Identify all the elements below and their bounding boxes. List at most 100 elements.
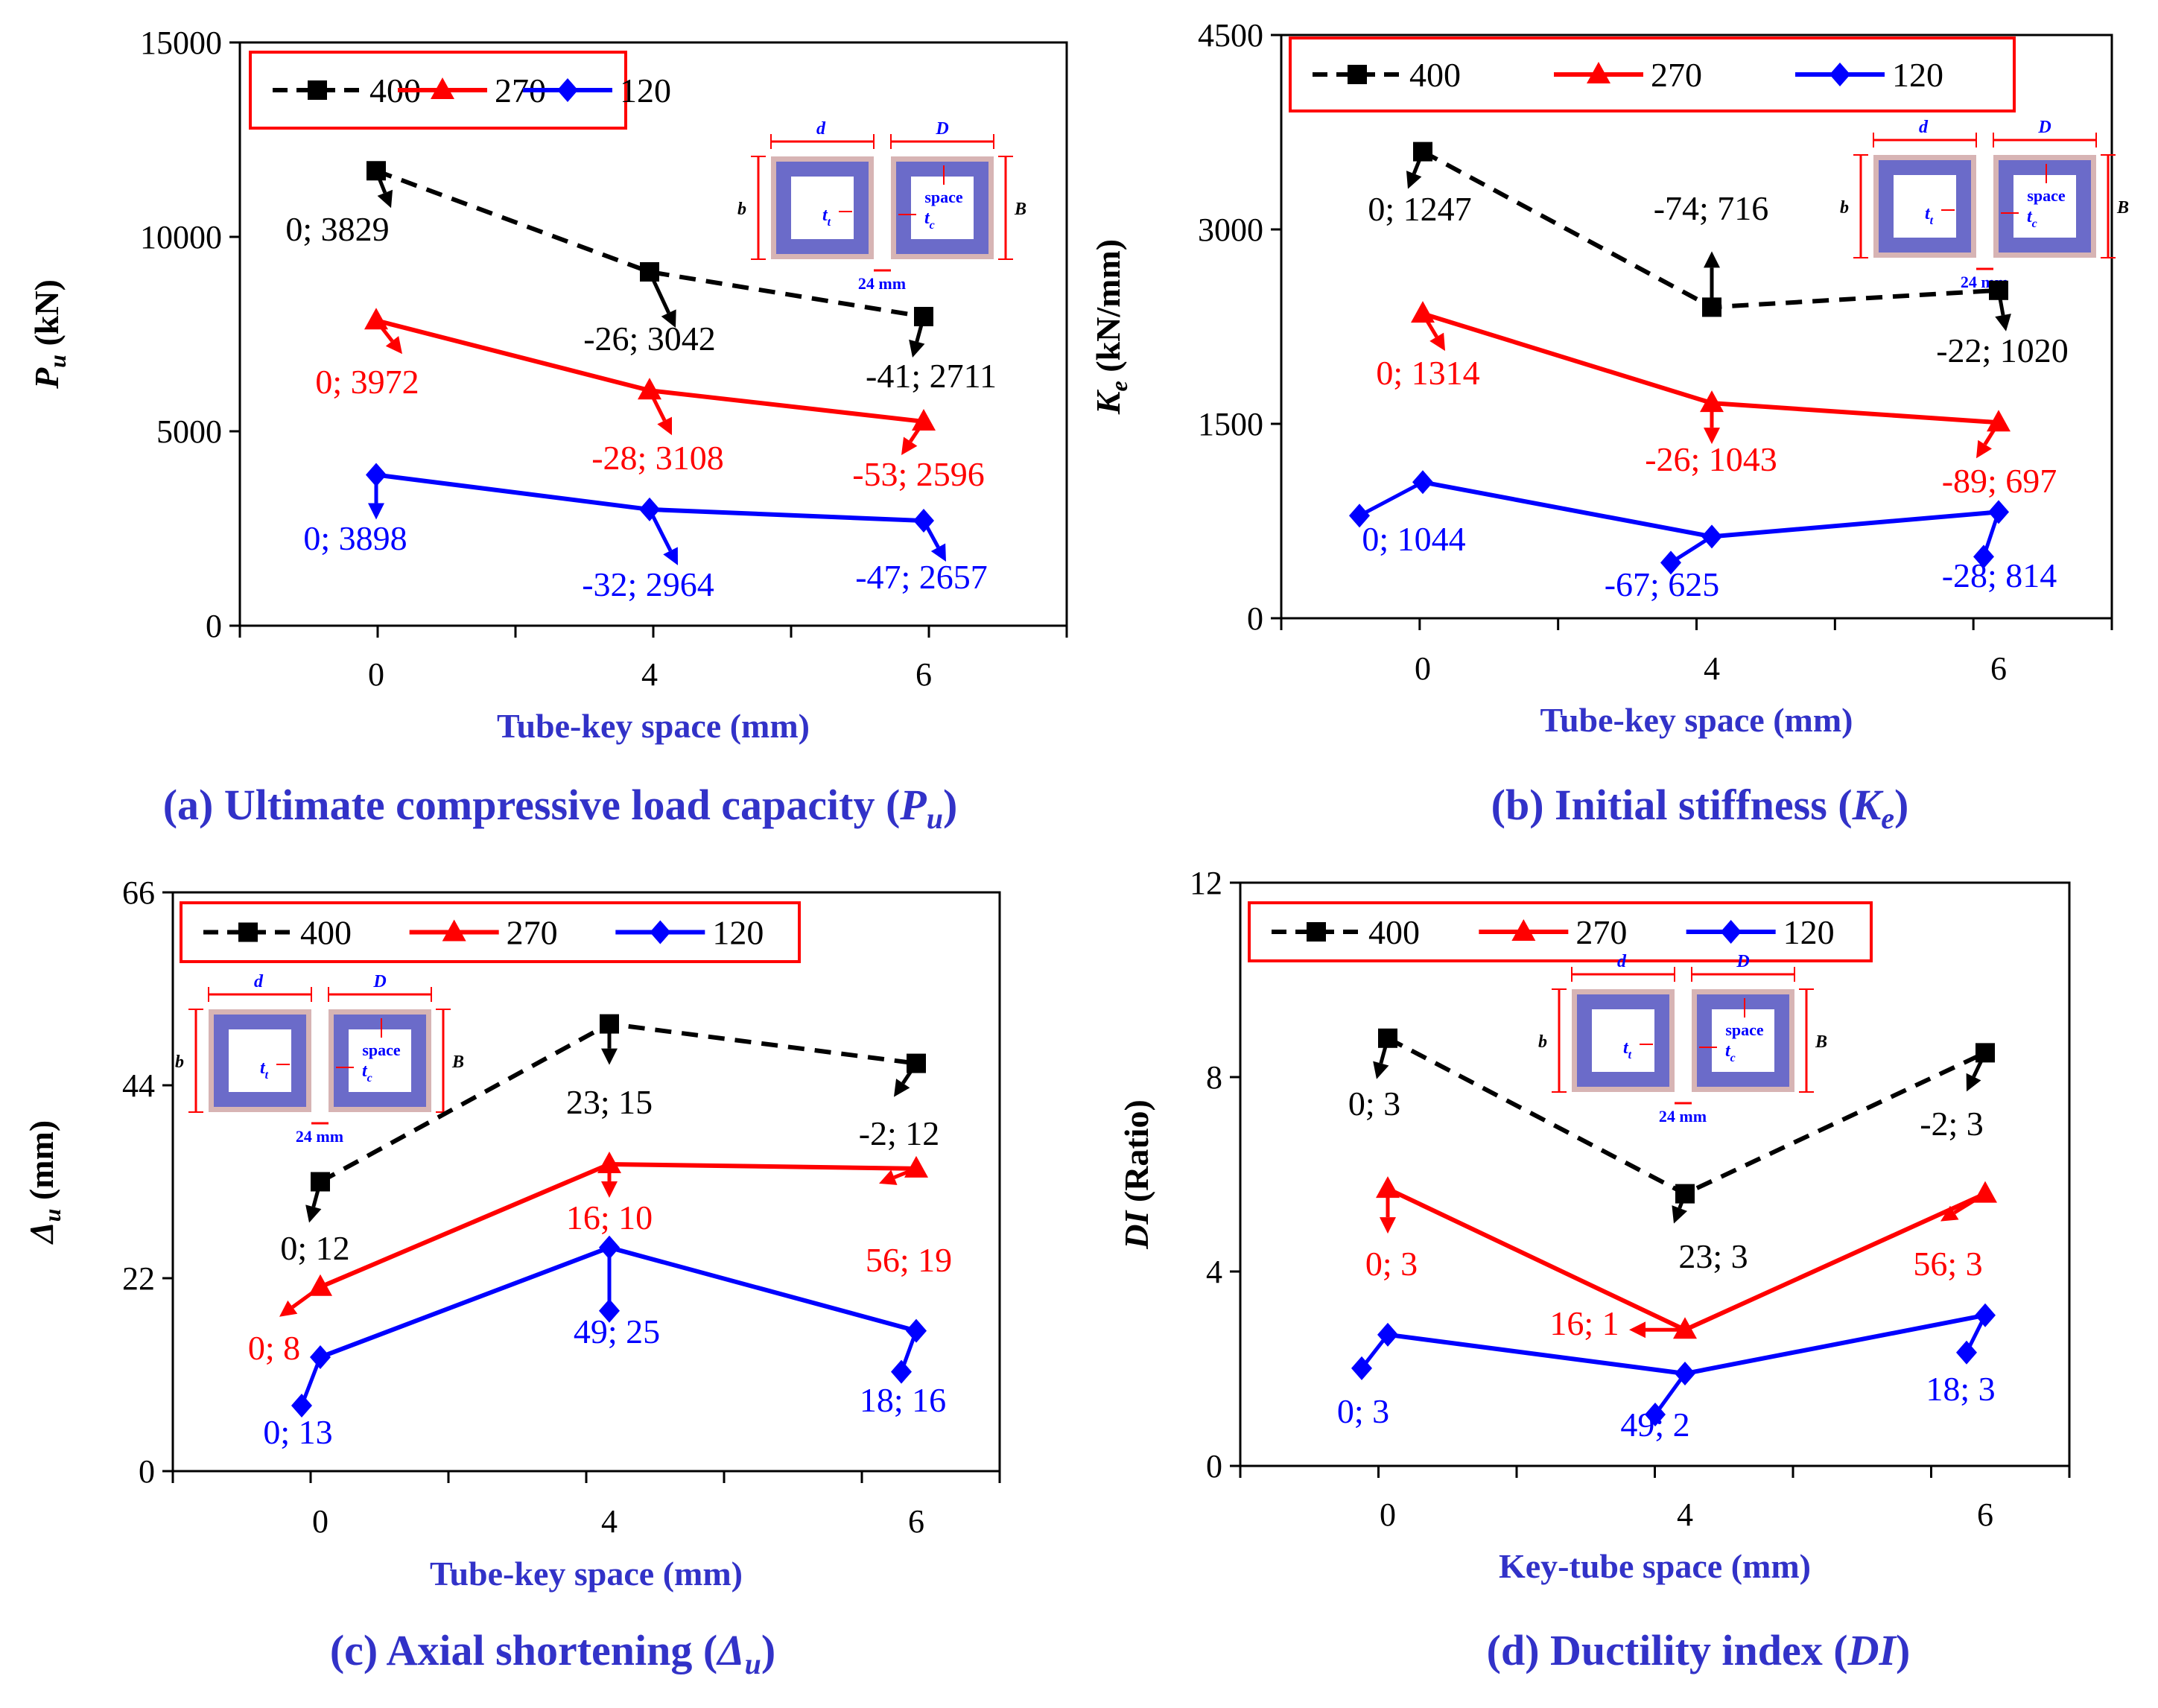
series-120: 0; 1044 -67; 625 -28; 814 <box>1349 470 2057 603</box>
caption-text: (d) Ductility index ( <box>1487 1626 1848 1674</box>
data-label: -53; 2596 <box>852 455 985 493</box>
y-axis-label-sub: e <box>1105 381 1132 391</box>
legend-marker <box>431 77 454 99</box>
arrow-shaft <box>901 1062 918 1085</box>
y-axis-label-symbol: K <box>1089 389 1127 415</box>
y-axis-label-sub: u <box>39 1209 66 1222</box>
label-space: space <box>362 1041 401 1059</box>
caption-symbol: DI <box>1847 1626 1898 1674</box>
diff-arrow <box>305 1181 323 1223</box>
data-label: 0; 1044 <box>1362 520 1465 558</box>
key-tube-core <box>1712 1009 1774 1072</box>
y-axis-label-unit: (kN/mm) <box>1089 239 1127 381</box>
label-d: d <box>254 972 264 991</box>
key-tube-core <box>911 177 974 239</box>
x-tick-label: 0 <box>368 656 384 693</box>
arrow-head <box>601 1181 618 1198</box>
legend: 400 270 120 <box>1289 36 2016 112</box>
legend-item-120: 120 <box>615 914 764 952</box>
series-270: 0; 8 16; 10 56; 19 <box>248 1151 952 1367</box>
diff-arrow <box>1940 1192 1987 1222</box>
legend-marker <box>1720 920 1742 944</box>
label-B: B <box>1014 200 1026 219</box>
legend-marker <box>650 920 671 945</box>
data-label: 0; 3 <box>1365 1245 1418 1283</box>
arrow-head <box>909 339 925 358</box>
arrow-head <box>1966 1073 1981 1092</box>
label-b: b <box>175 1053 184 1072</box>
y-tick-label: 12 <box>1190 865 1222 901</box>
label-tt: tt <box>1925 204 1934 227</box>
legend-marker <box>557 78 578 102</box>
y-tick-label: 0 <box>1247 600 1263 637</box>
data-label: 0; 12 <box>280 1229 349 1267</box>
series-270: 0; 1314 -26; 1043 -89; 697 <box>1376 301 2057 500</box>
y-axis-label: Pu (kN) <box>28 279 71 390</box>
data-label: -74; 716 <box>1654 189 1769 227</box>
data-label: 0; 8 <box>248 1329 300 1367</box>
legend-label: 120 <box>620 72 671 109</box>
outer-tube-core <box>1592 1009 1654 1072</box>
data-label: -41; 2711 <box>866 357 997 395</box>
legend-item-270: 270 <box>398 72 546 109</box>
label-gap: 24 mm <box>1659 1107 1707 1126</box>
diff-arrow <box>1704 251 1720 308</box>
label-d: d <box>816 119 826 139</box>
arrow-head <box>279 1300 298 1317</box>
arrow-head <box>1976 439 1992 459</box>
data-label: 56; 3 <box>1913 1245 1982 1283</box>
y-axis-label: DI (Ratio) <box>1117 1099 1155 1250</box>
diff-arrow <box>647 508 678 565</box>
label-tt-sub: t <box>1930 215 1934 227</box>
data-label: 49; 2 <box>1620 1406 1689 1444</box>
label-tc-sub: c <box>930 219 935 232</box>
label-d: d <box>1919 118 1929 137</box>
arrow-shaft <box>291 1285 322 1309</box>
arrow-shaft <box>1972 1052 1987 1078</box>
label-D: D <box>2037 118 2051 137</box>
diff-marker <box>1349 504 1370 528</box>
arrow-shaft <box>647 270 670 314</box>
data-point <box>912 408 936 431</box>
diff-marker <box>291 1393 312 1417</box>
x-tick-label: 6 <box>1977 1496 1993 1533</box>
arrow-head <box>1704 428 1720 445</box>
label-tt-sub: t <box>1628 1049 1632 1061</box>
data-label: 0; 3972 <box>315 363 419 401</box>
y-tick-label: 5000 <box>156 413 222 450</box>
data-label: 0; 3898 <box>303 519 407 557</box>
x-axis-label: Key-tube space (mm) <box>1499 1547 1811 1585</box>
x-axis-label: Tube-key space (mm) <box>497 707 810 745</box>
series-400: 0; 12 23; 15 -2; 12 <box>280 1014 939 1267</box>
arrow-shaft <box>375 319 394 343</box>
data-point <box>1987 410 2011 432</box>
chart-panel-b: 0 1500 3000 4500 0 4 6 Tube-key space (mm) Ke (k… <box>1089 17 2129 835</box>
chart-panel-a: 0 5000 10000 15000 0 4 6 Tube-key space (mm) Pu … <box>28 25 1068 835</box>
data-label: -22; 1020 <box>1936 331 2069 369</box>
diff-arrow <box>601 1163 618 1198</box>
arrow-shaft <box>1953 1192 1987 1215</box>
y-tick-label: 44 <box>122 1067 155 1104</box>
diff-arrow <box>601 1023 618 1065</box>
label-tt-sub: t <box>265 1069 269 1082</box>
panel-caption: (c) Axial shortening (Δu) <box>330 1626 775 1680</box>
x-tick-label: 0 <box>312 1503 329 1540</box>
diff-marker <box>1645 1403 1666 1427</box>
x-tick-label: 6 <box>915 656 932 693</box>
diff-arrow <box>374 170 393 209</box>
arrow-head <box>930 543 946 562</box>
series-400: 0; 3829 -26; 3042 -41; 2711 <box>285 161 997 395</box>
x-axis-label: Tube-key space (mm) <box>1540 701 1853 739</box>
label-D: D <box>372 972 386 991</box>
caption-close: ) <box>943 781 957 829</box>
y-tick-label: 0 <box>1206 1448 1222 1485</box>
legend-label: 400 <box>1368 913 1420 951</box>
arrow-shaft <box>1412 150 1425 175</box>
label-tc-sub: c <box>367 1072 372 1085</box>
legend-item-400: 400 <box>203 914 352 952</box>
caption-sub: u <box>927 801 943 835</box>
diff-marker <box>1973 545 1994 569</box>
